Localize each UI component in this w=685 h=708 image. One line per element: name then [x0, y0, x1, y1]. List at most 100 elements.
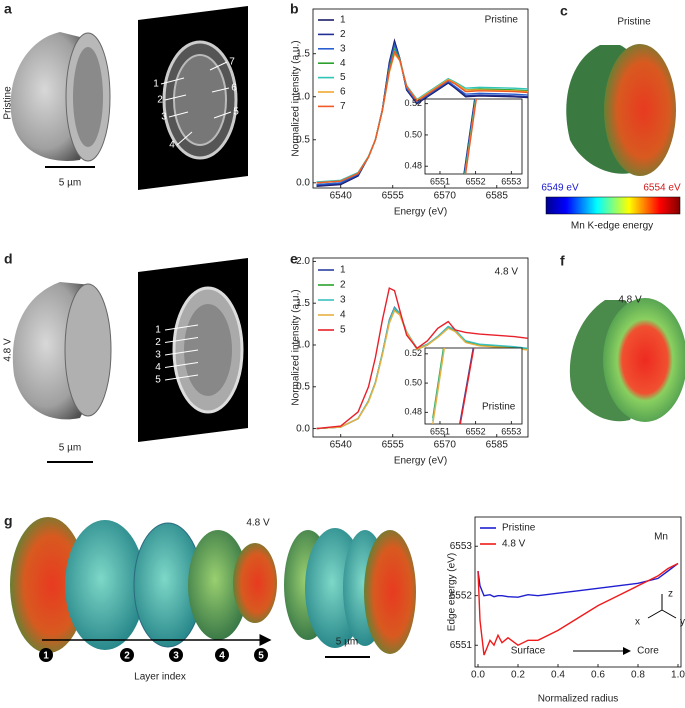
- particle-render: [12, 258, 248, 463]
- x-tick-label: 6570: [434, 191, 457, 202]
- panel-label: f: [560, 253, 565, 269]
- legend-label: 4.8 V: [502, 539, 526, 550]
- legend-label: 7: [340, 101, 346, 112]
- y-tick-label: 6551: [450, 640, 473, 651]
- slice-pointer: [164, 337, 199, 343]
- x-axis-title: Energy (eV): [394, 456, 447, 467]
- plot-frame: [474, 516, 682, 668]
- legend-label: 2: [340, 29, 346, 40]
- x-tick-label: 6555: [382, 440, 405, 451]
- legend-label: Pristine: [502, 523, 536, 534]
- slice-pointer: [211, 87, 230, 93]
- y-tick-label: 0.5: [296, 381, 310, 392]
- panel-annotation: 4.8 V: [618, 295, 642, 306]
- legend-label: 4: [340, 310, 346, 321]
- legend-label: 1: [340, 265, 346, 276]
- legend-label: 1: [340, 15, 346, 26]
- x-tick-label: 6540: [330, 440, 353, 451]
- slice-label: 2: [155, 337, 161, 348]
- slice-label: 4: [169, 140, 175, 151]
- x-tick-label: 1.0: [671, 670, 685, 681]
- chart-annotation: 4.8 V: [495, 267, 519, 278]
- axis-glyph-label: y: [680, 617, 685, 628]
- legend-label: 2: [340, 280, 346, 291]
- x-tick-label: 6551: [430, 176, 450, 186]
- y-tick-label: 0.48: [404, 407, 422, 417]
- y-tick-label: 1.0: [296, 91, 310, 102]
- y-tick-label: 0.52: [404, 348, 422, 358]
- y-tick-label: 0.50: [404, 377, 422, 387]
- slice-label: 2: [157, 95, 163, 106]
- x-tick-label: 6570: [434, 440, 457, 451]
- y-axis-title: Edge energy (eV): [447, 553, 458, 631]
- series-line: [316, 287, 528, 430]
- layer-number: 1: [43, 651, 49, 662]
- panel-label: b: [290, 1, 299, 17]
- slice-label: 6: [231, 83, 237, 94]
- x-tick-label: 6555: [382, 191, 405, 202]
- colorbar-title: Mn K-edge energy: [571, 221, 653, 232]
- slice-pointer: [164, 94, 187, 101]
- annotation: Core: [637, 646, 659, 657]
- slice-pointer: [176, 131, 193, 146]
- layer-number: 5: [258, 651, 264, 662]
- layer-number: 2: [124, 651, 130, 662]
- y-tick-label: 0.48: [404, 161, 422, 171]
- particle-render: [569, 298, 685, 619]
- x-tick-label: 0.2: [511, 670, 525, 681]
- series-line: [316, 50, 528, 184]
- layer-number: 3: [173, 651, 179, 662]
- x-axis-title: Energy (eV): [394, 207, 447, 218]
- x-tick-label: 6553: [501, 426, 521, 436]
- chart-annotation: Mn: [654, 532, 668, 543]
- y-tick-label: 1.5: [296, 48, 310, 59]
- plot-frame: [424, 98, 523, 175]
- x-tick-label: 6585: [486, 440, 509, 451]
- axis-title: Layer index: [134, 672, 186, 683]
- y-axis-title: Normalized intensity (a.u.): [291, 40, 302, 156]
- series-line: [432, 348, 446, 424]
- x-tick-label: 6553: [501, 176, 521, 186]
- slice-pointer: [168, 111, 189, 118]
- legend-label: 4: [340, 58, 346, 69]
- scale-label: 5 µm: [59, 443, 81, 454]
- axis-glyph-label: z: [668, 589, 673, 600]
- series-line: [459, 348, 475, 424]
- slice-label: 5: [155, 375, 161, 386]
- y-tick-label: 0.0: [296, 423, 310, 434]
- slice-label: 3: [161, 112, 167, 123]
- slice-label: 3: [155, 350, 161, 361]
- scale-label: 5 µm: [59, 178, 81, 189]
- slice-pointer: [164, 362, 199, 368]
- layer-renders: [10, 517, 416, 658]
- layer-marker: [39, 648, 53, 662]
- plot-frame: [312, 8, 529, 189]
- y-tick-label: 1.0: [296, 340, 310, 351]
- y-tick-label: 6553: [450, 541, 473, 552]
- panel-label: e: [290, 251, 298, 267]
- y-axis-title: Normalized intensity (a.u.): [291, 289, 302, 405]
- panel-annotation: 4.8 V: [246, 518, 270, 529]
- row-label: 4.8 V: [3, 338, 14, 362]
- legend-label: 5: [340, 325, 346, 336]
- panel-label: a: [4, 1, 12, 17]
- layer-marker: [254, 648, 268, 662]
- x-tick-label: 6585: [486, 191, 509, 202]
- slice-pointer: [209, 61, 228, 71]
- layer-number: 4: [219, 651, 225, 662]
- x-axis-title: Normalized radius: [538, 694, 619, 705]
- plot-frame: [312, 257, 529, 438]
- y-tick-label: 0.0: [296, 177, 310, 188]
- scale-label: 5 µm: [336, 637, 358, 648]
- particle-render: [10, 6, 248, 190]
- panel-label: g: [4, 513, 13, 529]
- particle-render: [545, 44, 681, 215]
- colorbar-max: 6554 eV: [643, 183, 681, 194]
- axis-glyph-label: x: [635, 617, 640, 628]
- layer-marker: [169, 648, 183, 662]
- y-tick-label: 0.5: [296, 134, 310, 145]
- y-tick-label: 1.5: [296, 298, 310, 309]
- y-tick-label: 0.52: [404, 98, 422, 108]
- y-tick-label: 6552: [450, 590, 473, 601]
